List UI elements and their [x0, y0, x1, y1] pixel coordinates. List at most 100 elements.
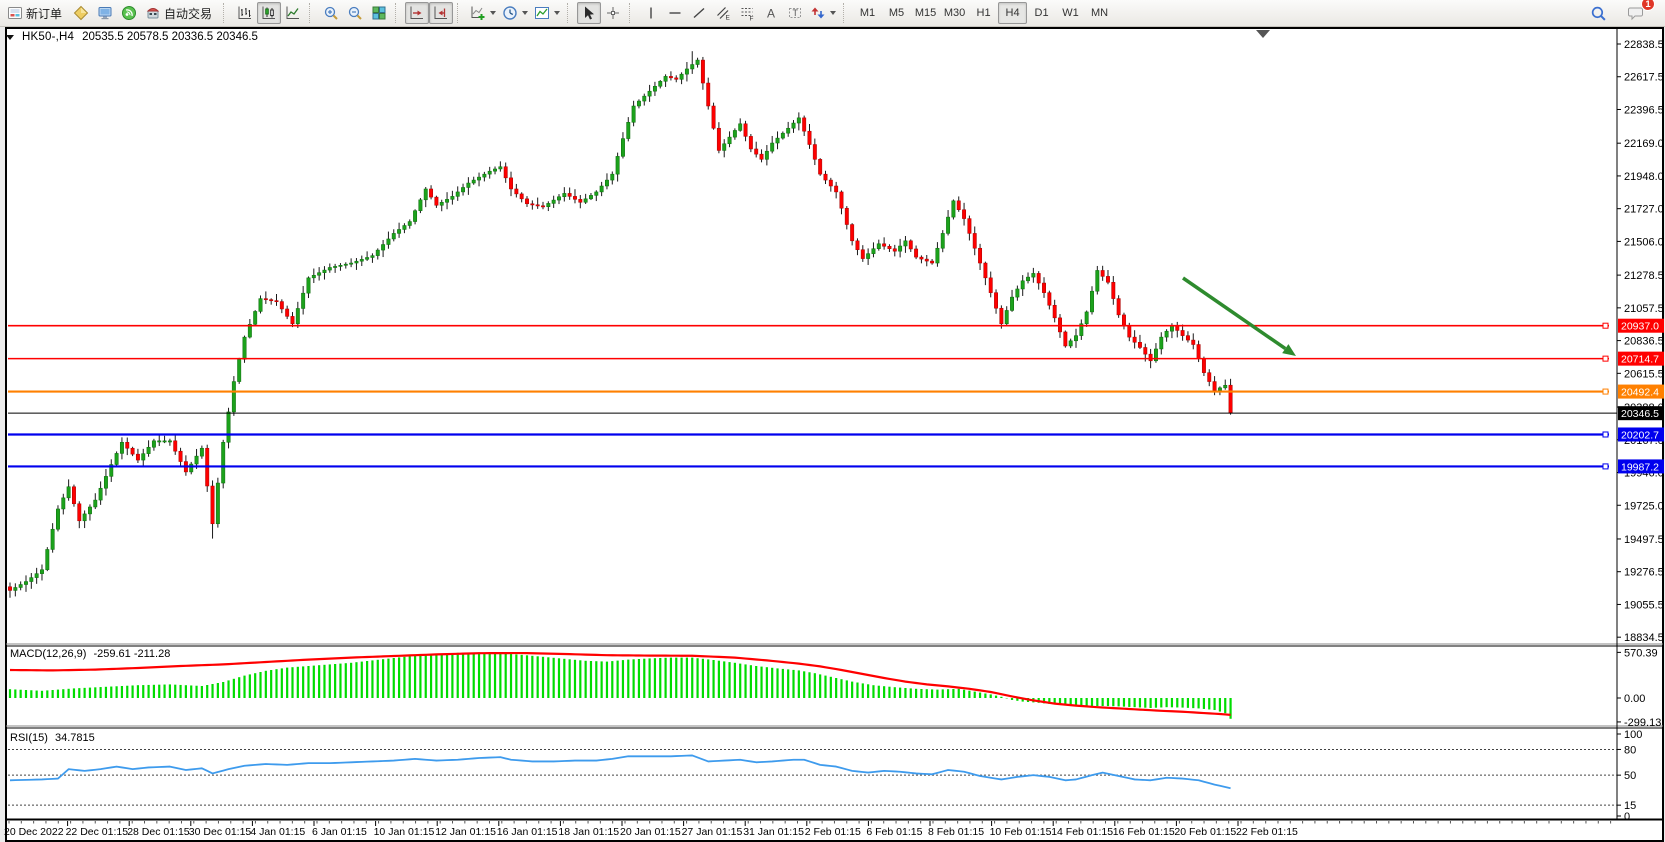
- chart-shift-icon: [434, 6, 448, 19]
- terminal-icon: [98, 7, 112, 20]
- auto-scroll-button[interactable]: [405, 2, 430, 24]
- timeframe-M15[interactable]: M15: [914, 7, 937, 19]
- svg-text:10 Jan 01:15: 10 Jan 01:15: [374, 826, 435, 838]
- metaeditor-icon: [73, 5, 89, 21]
- timeframe-M1[interactable]: M1: [859, 7, 876, 19]
- text-button[interactable]: A: [759, 2, 783, 24]
- toolbar-separator: [567, 3, 572, 23]
- indicators-button[interactable]: [467, 2, 499, 24]
- tile-windows-button[interactable]: [367, 2, 391, 24]
- price-level-badge: 20346.5: [1618, 406, 1664, 421]
- timeframe-M5[interactable]: M5: [888, 7, 905, 19]
- macd-name: MACD(12,26,9): [10, 648, 87, 660]
- svg-text:E: E: [726, 15, 731, 22]
- toolbar-separator: [457, 3, 462, 23]
- zoom-in-icon: [324, 6, 338, 20]
- cursor-button[interactable]: [577, 2, 602, 24]
- chart-shift-marker[interactable]: [1256, 30, 1270, 38]
- svg-text:22 Feb 01:15: 22 Feb 01:15: [1236, 826, 1298, 838]
- svg-text:20836.5: 20836.5: [1624, 336, 1664, 348]
- svg-text:22169.0: 22169.0: [1624, 138, 1664, 150]
- zoom-in-button[interactable]: [319, 2, 343, 24]
- equidistant-channel-button[interactable]: E: [711, 2, 735, 24]
- toolbar-right-group: 1: [1586, 0, 1662, 24]
- chart-canvas[interactable]: 22838.5 22617.5 22396.5 22169.0 21948.0 21727…: [0, 27, 1665, 842]
- svg-text:21727.0: 21727.0: [1624, 204, 1664, 216]
- line-chart-icon: [286, 6, 300, 19]
- svg-text:18834.5: 18834.5: [1624, 632, 1664, 644]
- svg-text:20 Dec 2022: 20 Dec 2022: [4, 826, 64, 838]
- svg-text:22617.5: 22617.5: [1624, 72, 1664, 84]
- line-chart-button[interactable]: [281, 2, 305, 24]
- timeframe-group: M1 M5 M15 M30 H1 H4 D1 W1 MN: [853, 2, 1114, 24]
- timeframe-D1[interactable]: D1: [1034, 7, 1049, 19]
- timeframe-M30[interactable]: M30: [943, 7, 966, 19]
- svg-text:-299.13: -299.13: [1624, 717, 1661, 729]
- notifications-button[interactable]: 1: [1624, 0, 1655, 24]
- chart-dropdown-icon[interactable]: [6, 34, 14, 40]
- autotrading-button[interactable]: 自动交易: [141, 2, 219, 24]
- svg-text:80: 80: [1624, 744, 1636, 756]
- template-icon: [535, 7, 550, 19]
- timeframe-MN[interactable]: MN: [1090, 7, 1109, 19]
- svg-text:20202.7: 20202.7: [1621, 429, 1659, 441]
- signals-button[interactable]: [117, 2, 141, 24]
- text-label-icon: T: [789, 8, 802, 18]
- arrows-button[interactable]: [807, 2, 839, 24]
- horizontal-level-line[interactable]: [8, 388, 1609, 395]
- macd-histogram: [8, 652, 1232, 719]
- svg-text:22396.5: 22396.5: [1624, 104, 1664, 116]
- horizontal-level-line[interactable]: [8, 355, 1609, 362]
- terminal-button[interactable]: [93, 2, 117, 24]
- ohlc-values: 20535.5 20578.5 20336.5 20346.5: [82, 31, 258, 43]
- horizontal-level-line[interactable]: [8, 322, 1609, 329]
- svg-text:20 Feb 01:15: 20 Feb 01:15: [1174, 826, 1236, 838]
- periods-button[interactable]: [499, 2, 531, 24]
- rsi-indicator-label: RSI(15) 34.7815: [10, 732, 95, 744]
- bars-chart-button[interactable]: [233, 2, 257, 24]
- horizontal-level-line[interactable]: [8, 431, 1609, 438]
- timeframe-H4[interactable]: H4: [998, 2, 1028, 24]
- signals-icon: [122, 6, 137, 20]
- chevron-down-icon: [522, 11, 529, 15]
- cursor-icon: [585, 6, 595, 20]
- vertical-line-button[interactable]: [639, 2, 663, 24]
- templates-button[interactable]: [531, 2, 563, 24]
- chart-title: HK50-,H4 20535.5 20578.5 20336.5 20346.5: [6, 31, 258, 43]
- trend-arrow-annotation[interactable]: [1182, 276, 1296, 356]
- svg-text:19725.0: 19725.0: [1624, 500, 1664, 512]
- symbol-timeframe: HK50-,H4: [22, 31, 75, 43]
- svg-text:0: 0: [1624, 811, 1630, 823]
- new-order-label: 新订单: [26, 6, 63, 21]
- chart-window: 22838.5 22617.5 22396.5 22169.0 21948.0 21727…: [0, 27, 1665, 842]
- svg-text:21506.0: 21506.0: [1624, 236, 1664, 248]
- fibonacci-button[interactable]: F: [735, 2, 759, 24]
- timeframe-H1[interactable]: H1: [976, 7, 991, 19]
- price-axis-ticks: 22838.5 22617.5 22396.5 22169.0 21948.0 21727…: [1617, 39, 1664, 644]
- zoom-out-icon: [348, 6, 362, 20]
- zoom-out-button[interactable]: [343, 2, 367, 24]
- crosshair-button[interactable]: [601, 2, 625, 24]
- notification-badge: 1: [1641, 0, 1655, 11]
- svg-text:15: 15: [1624, 800, 1636, 812]
- svg-text:20346.5: 20346.5: [1621, 408, 1659, 420]
- svg-text:A: A: [767, 7, 775, 21]
- text-label-button[interactable]: T: [783, 2, 807, 24]
- metaeditor-button[interactable]: [69, 2, 93, 24]
- horizontal-line-button[interactable]: [663, 2, 687, 24]
- svg-text:8 Feb 01:15: 8 Feb 01:15: [928, 826, 984, 838]
- search-button[interactable]: [1586, 2, 1610, 24]
- toolbar-separator: [309, 3, 314, 23]
- macd-signal-line: [9, 651, 1231, 716]
- trendline-button[interactable]: [687, 2, 711, 24]
- new-order-icon: [8, 7, 22, 19]
- svg-text:20 Jan 01:15: 20 Jan 01:15: [620, 826, 681, 838]
- autotrading-label: 自动交易: [164, 6, 213, 21]
- timeframe-W1[interactable]: W1: [1062, 7, 1079, 19]
- chart-shift-button[interactable]: [429, 2, 454, 24]
- horizontal-level-line[interactable]: [8, 463, 1609, 470]
- svg-text:16 Jan 01:15: 16 Jan 01:15: [497, 826, 558, 838]
- price-level-badge: 20714.7: [1618, 351, 1664, 366]
- new-order-button[interactable]: 新订单: [3, 2, 69, 24]
- candlestick-chart-button[interactable]: [257, 2, 282, 24]
